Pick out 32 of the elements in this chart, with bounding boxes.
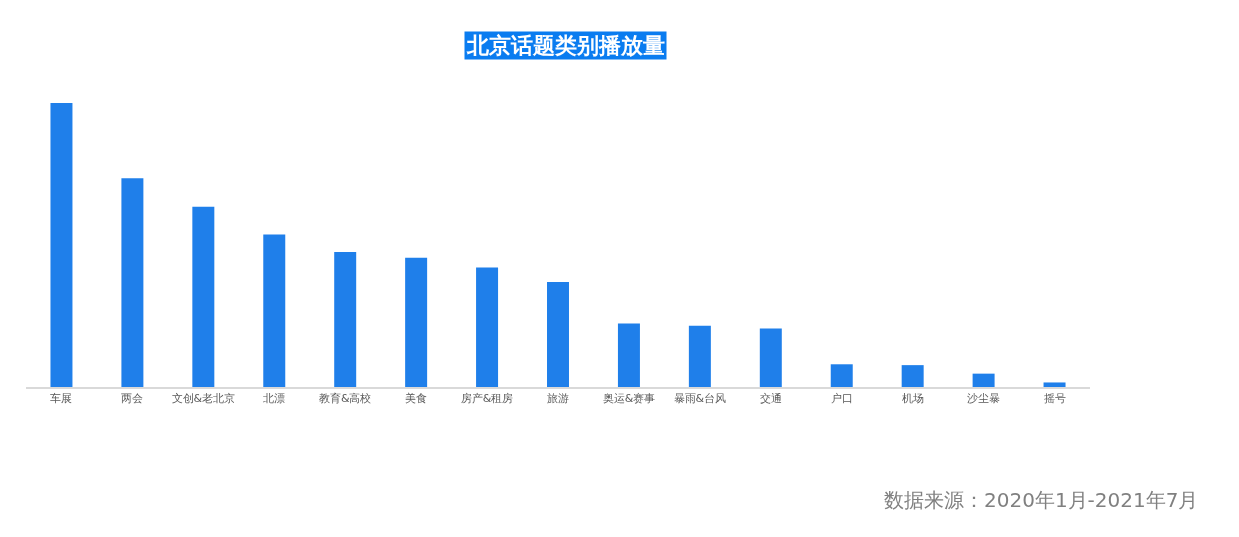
x-tick-label: 北漂 (263, 391, 286, 405)
bar (617, 323, 640, 387)
bar (121, 178, 144, 387)
x-tick-label: 车展 (50, 391, 73, 405)
bar (901, 365, 924, 387)
bar (972, 373, 995, 387)
bar (476, 267, 499, 387)
bar (1043, 382, 1066, 387)
x-tick-label: 机场 (901, 391, 924, 405)
bar (688, 325, 711, 387)
bar (547, 281, 569, 387)
bar (334, 252, 357, 387)
bar (192, 206, 215, 387)
x-tick-label: 教育&高校 (318, 391, 372, 405)
bar (759, 328, 782, 387)
chart-title: 北京话题类别播放量 (466, 33, 665, 58)
x-tick-label: 交通 (759, 391, 782, 405)
x-tick-label: 暴雨&台风 (673, 391, 727, 405)
bar (405, 257, 428, 387)
bar (263, 234, 286, 387)
x-tick-label: 沙尘暴 (967, 391, 1001, 405)
x-tick-label: 两会 (121, 391, 144, 405)
x-tick-label: 奥运&赛事 (602, 391, 656, 405)
x-tick-label: 文创&老北京 (171, 391, 236, 405)
bar (50, 103, 73, 387)
x-tick-label: 房产&租房 (460, 391, 514, 405)
x-tick-label: 旅游 (547, 391, 569, 405)
source-note: 数据来源：2020年1月-2021年7月 (884, 488, 1199, 512)
bar (830, 364, 853, 387)
x-tick-label: 户口 (830, 391, 853, 405)
x-tick-label: 美食 (405, 391, 428, 405)
x-tick-label: 摇号 (1043, 391, 1066, 405)
